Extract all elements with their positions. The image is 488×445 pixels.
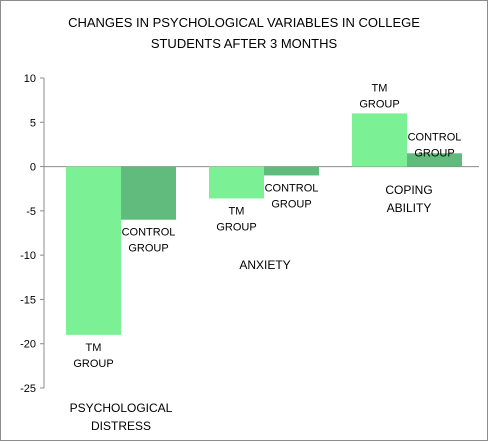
bars <box>66 113 462 335</box>
y-tick-label: 0 <box>30 162 36 174</box>
bar-label-tm: GROUP <box>73 358 113 370</box>
bar-control <box>407 153 462 167</box>
bar-label-tm: TM <box>86 342 102 354</box>
chart-title-line-1: STUDENTS AFTER 3 MONTHS <box>151 36 338 51</box>
category-labels: PSYCHOLOGICAL DISTRESS ANXIETY COPING ABILIT… <box>70 183 433 433</box>
bar-label-control: CONTROL <box>408 131 462 143</box>
y-tick-label: -25 <box>20 383 36 395</box>
bar-label-control: GROUP <box>271 198 311 210</box>
chart-title-line-0: CHANGES IN PSYCHOLOGICAL VARIABLES IN CO… <box>68 15 420 30</box>
bar-control <box>121 166 176 220</box>
bar-label-tm: GROUP <box>359 98 399 110</box>
bar-label-control: CONTROL <box>265 182 319 194</box>
bar-label-tm: TM <box>372 82 388 94</box>
category-label: ANXIETY <box>239 258 290 272</box>
bar-label-tm: TM <box>229 205 245 217</box>
y-tick-label: 5 <box>30 117 36 129</box>
category-label: PSYCHOLOGICAL <box>70 401 173 415</box>
category-label: COPING <box>385 183 432 197</box>
bar-label-tm: GROUP <box>216 221 256 233</box>
category-label: ABILITY <box>387 201 432 215</box>
y-tick-label: -20 <box>20 339 36 351</box>
bar-tm <box>352 113 407 167</box>
bar-label-control: GROUP <box>128 243 168 255</box>
y-tick-label: -5 <box>26 206 36 218</box>
bar-label-control: CONTROL <box>122 227 176 239</box>
bar-tm <box>209 166 264 199</box>
bar-labels: TM GROUP CONTROL GROUP TM GROUP CONTROL GROUP TM… <box>73 82 461 369</box>
y-tick-label: -10 <box>20 250 36 262</box>
y-tick-label: 10 <box>24 73 36 85</box>
bar-control <box>264 166 319 176</box>
chart-title: CHANGES IN PSYCHOLOGICAL VARIABLES IN CO… <box>68 15 420 51</box>
y-tick-label: -15 <box>20 294 36 306</box>
bar-label-control: GROUP <box>414 147 454 159</box>
bar-tm <box>66 166 121 335</box>
category-label: DISTRESS <box>91 419 151 433</box>
